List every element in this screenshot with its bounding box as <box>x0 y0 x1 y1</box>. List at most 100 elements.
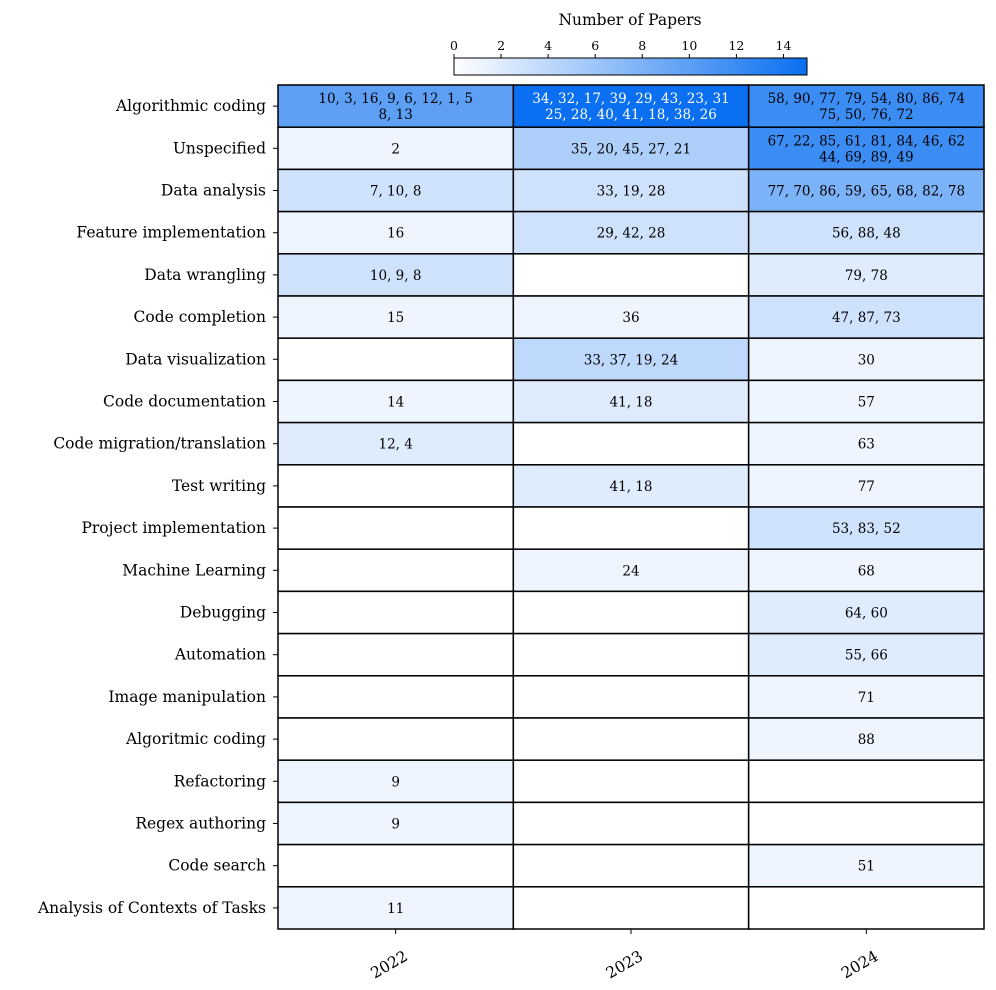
heatmap-cell <box>747 295 985 339</box>
heatmap-cell <box>747 843 985 888</box>
cell-label: 63 <box>858 437 875 453</box>
heatmap-cell <box>277 337 515 382</box>
heatmap-cell <box>512 464 750 508</box>
cell-label: 30 <box>858 352 875 368</box>
cell-label: 34, 32, 17, 39, 29, 43, 23, 31 <box>532 91 730 107</box>
row-label: Test writing <box>172 477 266 495</box>
column-label: 2023 <box>603 947 646 982</box>
heatmap-cell <box>512 843 750 888</box>
colorbar-title: Number of Papers <box>558 11 701 29</box>
heatmap-cell <box>747 337 985 382</box>
cell-label: 64, 60 <box>845 606 888 622</box>
cell-label: 24 <box>622 563 639 579</box>
cell-label: 9 <box>391 817 400 833</box>
cell-label: 88 <box>858 732 875 748</box>
cell-label: 7, 10, 8 <box>370 184 422 200</box>
heatmap-cell <box>747 464 985 508</box>
heatmap-cell <box>512 886 750 930</box>
row-label: Code documentation <box>103 393 266 411</box>
heatmap-cell <box>512 295 750 339</box>
cell-label: 14 <box>387 395 404 411</box>
heatmap-cell <box>277 168 515 213</box>
cell-label: 58, 90, 77, 79, 54, 80, 86, 74 <box>768 91 966 107</box>
heatmap-cell <box>512 801 750 846</box>
row-label: Image manipulation <box>108 688 266 706</box>
cell-label: 41, 18 <box>610 479 653 495</box>
heatmap-cell <box>747 801 985 846</box>
row-label: Machine Learning <box>122 561 266 579</box>
heatmap-cell <box>512 210 750 255</box>
row-label: Project implementation <box>81 519 266 537</box>
column-label: 2024 <box>838 947 881 982</box>
heatmap-cell <box>512 168 750 213</box>
colorbar-tick-label: 14 <box>776 38 792 53</box>
cell-label: 2 <box>391 141 400 157</box>
heatmap-cell <box>277 717 515 761</box>
heatmap-cell <box>747 84 985 128</box>
row-label: Debugging <box>180 604 266 622</box>
colorbar-tick-label: 2 <box>497 38 505 53</box>
cell-label: 57 <box>858 395 875 411</box>
colorbar-tick-label: 10 <box>681 38 697 53</box>
cell-label: 35, 20, 45, 27, 21 <box>571 141 691 157</box>
cell-label: 15 <box>387 310 404 326</box>
colorbar-tick-label: 12 <box>728 38 744 53</box>
row-label: Unspecified <box>173 139 266 157</box>
row-label: Regex authoring <box>135 815 266 833</box>
column-labels: 2022 2023 2024 <box>368 929 882 982</box>
heatmap-cell <box>512 675 750 719</box>
heatmap-cell <box>512 253 750 297</box>
row-label: Analysis of Contexts of Tasks <box>37 899 266 917</box>
cell-label: 10, 9, 8 <box>370 268 422 284</box>
cell-label: 33, 37, 19, 24 <box>584 352 678 368</box>
cell-label: 68 <box>858 563 875 579</box>
heatmap-cell <box>747 548 985 593</box>
row-label: Code completion <box>134 308 266 326</box>
heatmap-cell <box>277 421 515 466</box>
cell-label: 9 <box>391 774 400 790</box>
row-label: Data analysis <box>161 182 266 200</box>
cell-label: 55, 66 <box>845 648 888 664</box>
heatmap-cell <box>512 421 750 466</box>
heatmap-cell <box>512 590 750 635</box>
cell-label: 44, 69, 89, 49 <box>819 149 913 165</box>
heatmap-cell <box>512 759 750 804</box>
cell-label: 25, 28, 40, 41, 18, 38, 26 <box>545 107 717 123</box>
row-label: Algoritmic coding <box>125 730 266 748</box>
heatmap-cell <box>512 506 750 550</box>
heatmap-cell <box>747 253 985 297</box>
cell-label: 16 <box>387 226 404 242</box>
cell-label: 56, 88, 48 <box>832 226 901 242</box>
row-label: Feature implementation <box>76 224 266 242</box>
heatmap-cell <box>277 632 515 677</box>
row-label: Algorithmic coding <box>115 97 266 115</box>
cell-label: 51 <box>858 859 875 875</box>
column-label: 2022 <box>368 947 411 982</box>
heatmap-cell <box>277 295 515 339</box>
heatmap-cell <box>747 675 985 719</box>
cell-label: 47, 87, 73 <box>832 310 901 326</box>
colorbar-tick-label: 4 <box>544 38 552 53</box>
colorbar-tick-label: 8 <box>638 38 646 53</box>
colorbar: Number of Papers 0 2 4 6 8 10 12 14 <box>450 11 808 76</box>
colorbar-gradient <box>453 57 808 76</box>
heatmap-cell <box>277 590 515 635</box>
heatmap-cell <box>512 717 750 761</box>
heatmap-grid: 10, 3, 16, 9, 6, 12, 1, 58, 13 34, 32, 17… <box>277 84 985 930</box>
heatmap-cell <box>747 126 985 171</box>
cell-label: 8, 13 <box>378 107 412 123</box>
cell-label: 36 <box>622 310 639 326</box>
cell-label: 33, 19, 28 <box>597 184 666 200</box>
cell-label: 75, 50, 76, 72 <box>819 107 913 123</box>
row-label: Data visualization <box>125 350 266 368</box>
cell-label: 12, 4 <box>378 437 412 453</box>
heatmap-cell <box>512 337 750 382</box>
heatmap-cell <box>747 886 985 930</box>
cell-label: 11 <box>387 901 404 917</box>
cell-label: 53, 83, 52 <box>832 521 901 537</box>
cell-label: 41, 18 <box>610 395 653 411</box>
cell-label: 10, 3, 16, 9, 6, 12, 1, 5 <box>318 91 473 107</box>
heatmap-cell <box>512 632 750 677</box>
heatmap-cell <box>277 464 515 508</box>
